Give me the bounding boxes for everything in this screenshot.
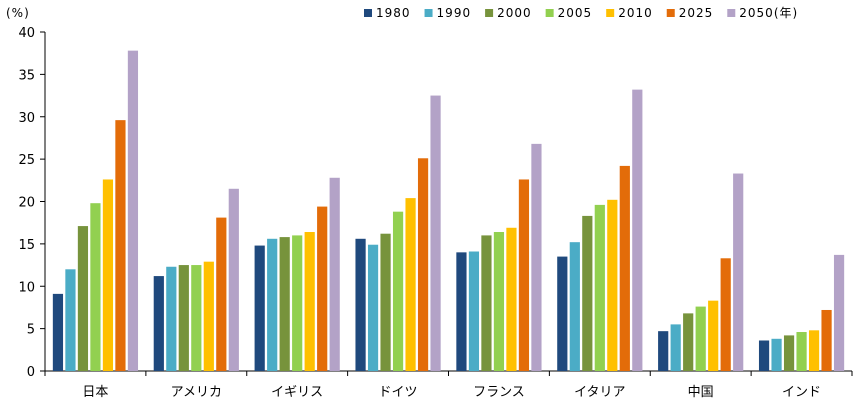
bar-2000-中国 <box>683 313 694 371</box>
bar-2010-ドイツ <box>405 198 416 371</box>
bar-2010-アメリカ <box>203 261 214 371</box>
legend-swatch <box>666 9 675 17</box>
bar-2010-フランス <box>506 227 517 371</box>
bar-2025-中国 <box>720 258 731 371</box>
bar-2000-イタリア <box>582 215 593 371</box>
bar-2050(年)-アメリカ <box>228 188 239 371</box>
bar-1990-中国 <box>670 324 681 371</box>
bars <box>52 50 845 372</box>
y-tick-label: 25 <box>18 153 35 168</box>
legend-swatch <box>424 9 433 17</box>
bar-1980-中国 <box>658 331 669 371</box>
x-category-label: イタリア <box>574 385 625 400</box>
bar-1980-フランス <box>456 252 467 371</box>
legend-label: 2025 <box>679 6 714 20</box>
legend-swatch <box>727 9 736 17</box>
bar-2025-イタリア <box>619 165 630 371</box>
legend-label: 1980 <box>376 6 411 20</box>
bar-2010-イギリス <box>304 232 315 371</box>
bar-2050(年)-イタリア <box>632 89 643 371</box>
bar-2000-インド <box>783 335 795 371</box>
legend-label: 2000 <box>497 6 532 20</box>
bar-1990-アメリカ <box>166 266 177 371</box>
bar-2025-アメリカ <box>216 217 227 371</box>
bar-1980-イギリス <box>254 245 265 371</box>
bar-2005-フランス <box>493 232 505 371</box>
x-category-label: イギリス <box>271 385 323 400</box>
bar-2005-アメリカ <box>191 265 202 371</box>
bar-1990-イギリス <box>267 238 278 371</box>
y-axis: 0 5 10 15 20 25 30 35 40 <box>18 26 46 380</box>
legend-swatch <box>545 9 554 17</box>
y-tick-label: 15 <box>18 238 35 253</box>
bar-1980-ドイツ <box>355 238 366 371</box>
bar-2005-ドイツ <box>392 211 404 371</box>
bar-2000-ドイツ <box>380 233 391 371</box>
bar-2005-イタリア <box>594 204 605 371</box>
legend-swatch <box>485 9 494 17</box>
bar-2025-ドイツ <box>417 158 429 371</box>
y-tick-label: 40 <box>18 26 35 41</box>
bar-2005-イギリス <box>292 235 303 371</box>
bar-1980-日本 <box>52 293 64 371</box>
y-tick-label: 20 <box>18 196 35 211</box>
x-category-label: ドイツ <box>379 385 418 400</box>
y-tick-label: 0 <box>27 365 35 380</box>
bar-2050(年)-ドイツ <box>430 95 441 371</box>
bar-2010-インド <box>808 330 820 371</box>
bar-2025-フランス <box>518 179 530 371</box>
bar-2050(年)-インド <box>833 254 845 371</box>
bar-2050(年)-中国 <box>733 173 744 371</box>
y-tick-label: 30 <box>18 111 35 126</box>
bar-1990-ドイツ <box>367 244 379 371</box>
bar-2050(年)-フランス <box>531 143 542 371</box>
bar-2005-インド <box>796 332 807 371</box>
x-category-label: アメリカ <box>171 385 222 400</box>
legend-swatch <box>606 9 615 17</box>
legend-swatch <box>364 9 372 17</box>
y-tick-label: 10 <box>18 280 35 295</box>
bar-2000-フランス <box>481 235 492 371</box>
bar-1980-イタリア <box>557 256 568 371</box>
bar-2050(年)-イギリス <box>329 177 340 371</box>
bar-2025-日本 <box>115 120 126 371</box>
y-tick-label: 35 <box>18 68 35 83</box>
x-category-label: インド <box>782 385 821 400</box>
bar-2010-日本 <box>102 179 114 371</box>
bar-1980-アメリカ <box>153 276 164 371</box>
bar-1990-フランス <box>468 251 480 371</box>
bar-2010-中国 <box>708 300 719 371</box>
bar-2005-中国 <box>695 306 706 371</box>
bar-1980-インド <box>758 340 770 371</box>
x-axis: 日本 アメリカ イギリス ドイツ フランス イタリア 中国 インド <box>44 370 853 400</box>
legend-label: 2010 <box>618 6 653 20</box>
legend: 1980 1990 2000 2005 2010 2025 2050(年) <box>364 6 798 20</box>
legend-label: 2050(年) <box>739 6 798 20</box>
bar-2005-日本 <box>90 203 101 371</box>
legend-label: 2005 <box>558 6 593 20</box>
bar-2000-日本 <box>77 226 89 371</box>
bar-2025-インド <box>821 309 832 371</box>
y-unit-label: (%) <box>6 6 30 20</box>
bar-2010-イタリア <box>607 199 618 371</box>
bar-2050(年)-日本 <box>127 50 139 372</box>
x-category-label: 日本 <box>82 385 108 400</box>
bar-2025-イギリス <box>317 206 328 371</box>
bar-1990-インド <box>771 338 782 371</box>
x-category-label: 中国 <box>688 385 714 400</box>
y-tick-label: 5 <box>27 323 35 338</box>
x-category-label: フランス <box>473 385 525 400</box>
legend-label: 1990 <box>437 6 472 20</box>
bar-1990-イタリア <box>569 242 580 371</box>
bar-2000-イギリス <box>279 237 290 371</box>
bar-2000-アメリカ <box>178 265 189 371</box>
bar-1990-日本 <box>65 269 76 371</box>
